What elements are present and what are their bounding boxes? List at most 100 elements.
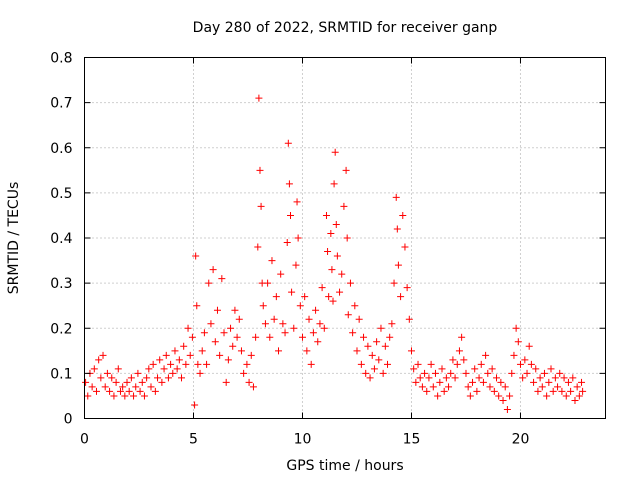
data-point [314,338,322,346]
data-point [512,324,520,332]
data-point [211,338,219,346]
data-point [266,333,274,341]
data-point [222,378,230,386]
data-point [442,374,450,382]
data-point [392,193,400,201]
data-point [290,324,298,332]
data-point [403,284,411,292]
data-point [344,311,352,319]
data-point [293,198,301,206]
data-point [259,302,267,310]
data-point [245,378,253,386]
data-point [486,383,494,391]
data-point [375,356,383,364]
data-point [92,387,100,395]
data-point [240,369,248,377]
y-tick-label: 0.8 [50,51,72,67]
data-point [362,369,370,377]
data-point [575,392,583,400]
data-point [462,369,470,377]
data-point [160,365,168,373]
data-point [207,320,215,328]
data-point [171,347,179,355]
data-point [405,315,413,323]
data-point [154,374,162,382]
data-point [205,279,213,287]
data-point [292,261,300,269]
data-point [298,333,306,341]
data-point [287,211,295,219]
data-point [521,356,529,364]
data-point [252,333,260,341]
data-point [571,396,579,404]
data-point [237,347,245,355]
data-point [147,383,155,391]
data-point [523,369,531,377]
data-point [497,378,505,386]
data-point [227,324,235,332]
data-point [247,351,255,359]
data-point [97,374,105,382]
data-point [449,356,457,364]
data-point [340,202,348,210]
x-tick-label: 15 [403,432,421,448]
data-point [573,383,581,391]
data-point [440,387,448,395]
data-point [434,392,442,400]
y-tick-label: 0.3 [50,276,72,292]
data-point [328,266,336,274]
data-point [143,374,151,382]
data-point [477,360,485,368]
data-point [283,239,291,247]
data-point [180,342,188,350]
data-point [579,387,587,395]
data-point [379,369,387,377]
data-point [399,211,407,219]
data-point [519,374,527,382]
data-point [366,374,374,382]
data-point [543,392,551,400]
y-tick-label: 0.5 [50,186,72,202]
data-point [327,229,335,237]
data-point [169,369,177,377]
data-point [116,387,124,395]
data-point [324,248,332,256]
data-point [320,324,328,332]
data-point [567,387,575,395]
data-point [418,383,426,391]
data-point [158,378,166,386]
data-point [261,320,269,328]
data-point [560,374,568,382]
data-point [121,392,129,400]
data-point [445,383,453,391]
data-point [307,360,315,368]
data-point [140,392,148,400]
data-point [410,365,418,373]
data-point [191,401,199,409]
data-point [156,356,164,364]
data-point [499,396,507,404]
y-axis-title: SRMTID / TECUs [6,182,22,295]
data-point [388,320,396,328]
data-point [332,220,340,228]
data-point [508,369,516,377]
data-point [203,360,211,368]
data-point [108,374,116,382]
data-point [305,315,313,323]
data-point [213,306,221,314]
data-point [549,387,557,395]
data-point [534,387,542,395]
data-point [322,211,330,219]
data-point [488,365,496,373]
data-point [284,139,292,147]
data-point [343,234,351,242]
data-point [249,383,257,391]
data-point [134,369,142,377]
y-tick-label: 0.4 [50,231,72,247]
data-point [106,387,114,395]
data-point [564,378,572,386]
data-point [288,288,296,296]
data-point [510,351,518,359]
data-point [421,369,429,377]
data-point [551,374,559,382]
